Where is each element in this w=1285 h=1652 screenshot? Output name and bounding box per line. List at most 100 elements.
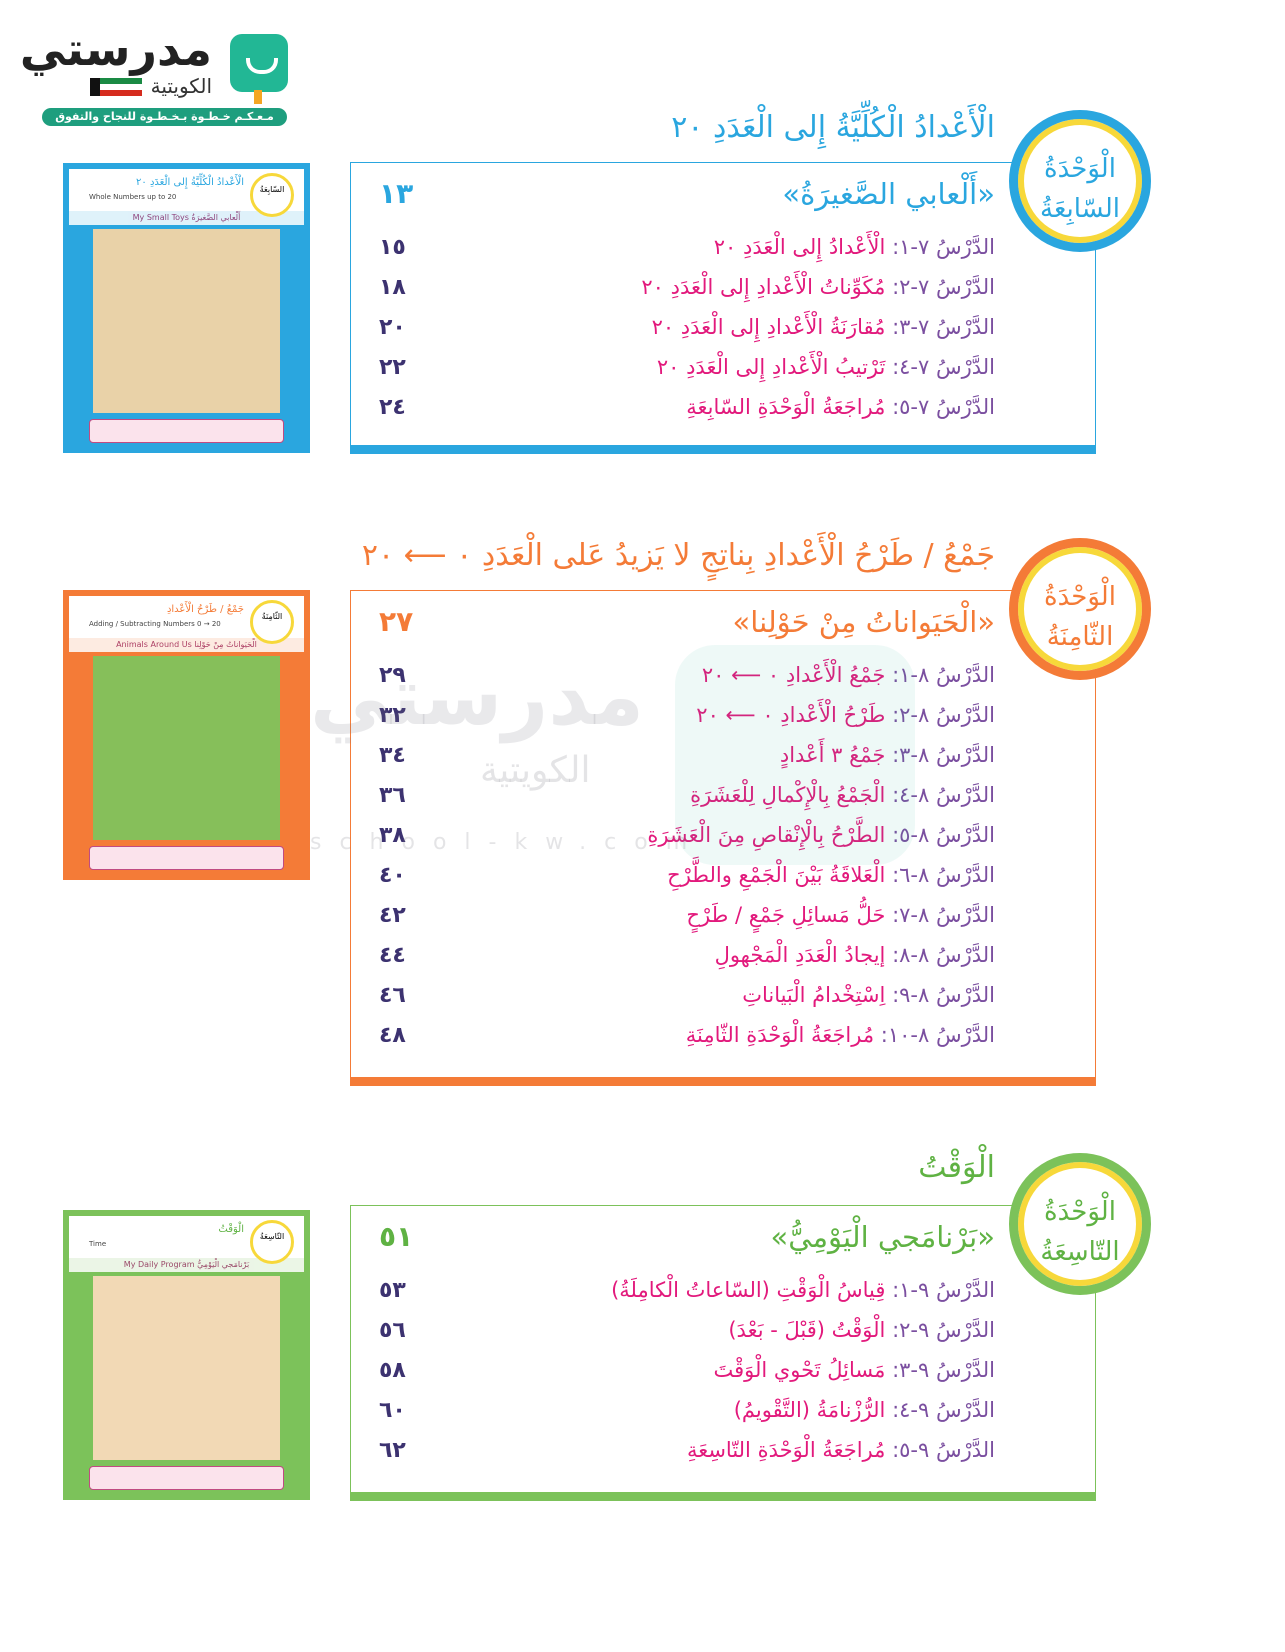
lesson-row: الدَّرْسُ ٩-٣: مَسائِلُ تَحْوي الْوَقْتَ… [379, 1358, 995, 1394]
lesson-label: الدَّرْسُ ٩-٢: الْوَقْتُ (قَبْلَ - بَعْد… [728, 1318, 995, 1342]
unit-badge-text: الْوَحْدَةُ الثّامِنَةُ [1018, 577, 1142, 657]
lesson-title: طَرْحُ الْأَعْدادِ ٠ ⟵ ٢٠ [696, 703, 886, 727]
thumbnail-badge: السّابِعَةُ [250, 173, 294, 217]
lesson-row: الدَّرْسُ ٨-٧: حَلُّ مَسائِلِ جَمْعٍ / ط… [379, 903, 995, 939]
unit-title: الْأَعْدادُ الْكُلِّيَّةُ إِلى الْعَدَدِ… [671, 110, 995, 145]
thumbnail-footer [89, 1466, 284, 1490]
lesson-label: الدَّرْسُ ٨-٤: الْجَمْعُ بِالْإِكْمالِ ل… [690, 783, 995, 807]
lesson-label: الدَّرْسُ ٨-٩: اِسْتِخْدامُ الْبَياناتِ [742, 983, 995, 1007]
lesson-label: الدَّرْسُ ٧-٤: تَرْتيبُ الْأَعْدادِ إِلى… [657, 355, 995, 379]
lesson-label: الدَّرْسُ ٨-٢: طَرْحُ الْأَعْدادِ ٠ ⟵ ٢٠ [696, 703, 995, 727]
unit-badge-line-1: الْوَحْدَةُ [1044, 582, 1116, 612]
thumbnail-english-title: Whole Numbers up to 20 [89, 193, 177, 201]
unit-contents-box: «بَرْنامَجي الْيَوْمِيُّ» ٥١ الدَّرْسُ ٩-١… [350, 1205, 1096, 1501]
unit-badge-text: الْوَحْدَةُ السّابِعَةُ [1018, 149, 1142, 229]
kuwait-flag-icon [90, 78, 142, 96]
lesson-row: الدَّرْسُ ٨-١٠: مُراجَعَةُ الْوَحْدَةِ ا… [379, 1023, 995, 1059]
lesson-label: الدَّرْسُ ٩-٥: مُراجَعَةُ الْوَحْدَةِ ال… [687, 1438, 995, 1462]
lesson-page-number: ٤٤ [379, 943, 406, 968]
lesson-row: الدَّرْسُ ٨-٤: الْجَمْعُ بِالْإِكْمالِ ل… [379, 783, 995, 819]
story-page-number: ٢٧ [379, 605, 414, 638]
lesson-row: الدَّرْسُ ٨-٩: اِسْتِخْدامُ الْبَياناتِ ٤… [379, 983, 995, 1019]
thumbnail-title: جَمْعُ / طَرْحُ الْأَعْدادِ [166, 604, 244, 615]
lesson-row: الدَّرْسُ ٧-٤: تَرْتيبُ الْأَعْدادِ إِلى… [379, 355, 995, 391]
lesson-label: الدَّرْسُ ٨-١: جَمْعُ الْأَعْدادِ ٠ ⟵ ٢٠ [702, 663, 995, 687]
lesson-title: الْعَلاقَةُ بَيْنَ الْجَمْعِ والطَّرْحِ [667, 863, 886, 887]
thumbnail-english-title: Adding / Subtracting Numbers 0 → 20 [89, 620, 221, 628]
story-title: «الْحَيَواناتُ مِنْ حَوْلِنا» [732, 605, 995, 639]
lesson-label: الدَّرْسُ ٨-٧: حَلُّ مَسائِلِ جَمْعٍ / ط… [686, 903, 995, 927]
lesson-row: الدَّرْسُ ٩-٢: الْوَقْتُ (قَبْلَ - بَعْد… [379, 1318, 995, 1354]
thumbnail-story-bar: Animals Around Us الْحَيَواناتُ مِنْ حَو… [69, 638, 304, 652]
lesson-number: الدَّرْسُ ٨-٥: [892, 823, 995, 847]
thumbnail-footer [89, 846, 284, 870]
thumbnail-title: الْأَعْدادُ الْكُلِّيَّةُ إِلى الْعَدَدِ… [136, 177, 244, 188]
lesson-number: الدَّرْسُ ٨-٢: [892, 703, 995, 727]
unit-badge-line-1: الْوَحْدَةُ [1044, 154, 1116, 184]
lesson-title: مُراجَعَةُ الْوَحْدَةِ الثّامِنَةِ [685, 1023, 875, 1047]
lesson-label: الدَّرْسُ ٩-٤: الرُّزْنامَةُ (التَّقْويم… [734, 1398, 995, 1422]
lesson-number: الدَّرْسُ ٨-٣: [892, 743, 995, 767]
lesson-title: الطَّرْحُ بِالْإِنْقاصِ مِنَ الْعَشَرَةِ [647, 823, 886, 847]
lesson-number: الدَّرْسُ ٩-٤: [892, 1398, 995, 1422]
lesson-row: الدَّرْسُ ٧-٥: مُراجَعَةُ الْوَحْدَةِ ال… [379, 395, 995, 431]
unit-contents-box: «الْحَيَواناتُ مِنْ حَوْلِنا» ٢٧ الدَّرْسُ… [350, 590, 1096, 1086]
lesson-number: الدَّرْسُ ٨-٧: [892, 903, 995, 927]
lesson-title: مُراجَعَةُ الْوَحْدَةِ التّاسِعَةِ [686, 1438, 886, 1462]
lesson-row: الدَّرْسُ ٧-٢: مُكَوِّناتُ الْأَعْدادِ إ… [379, 275, 995, 311]
unit-badge-line-2: التّاسِعَةُ [1040, 1237, 1120, 1267]
lesson-label: الدَّرْسُ ٨-٨: إيجادُ الْعَدَدِ الْمَجْه… [715, 943, 995, 967]
unit-cover-thumbnail: الْوَقْتُ Time My Daily Program بَرْنامَجي… [63, 1210, 310, 1500]
lesson-page-number: ٤٦ [379, 983, 406, 1008]
lesson-page-number: ١٨ [379, 275, 406, 300]
lesson-label: الدَّرْسُ ٧-١: الْأَعْدادُ إِلى الْعَدَد… [714, 235, 995, 259]
unit-cover-thumbnail: جَمْعُ / طَرْحُ الْأَعْدادِ Adding / Subt… [63, 590, 310, 880]
lesson-page-number: ٥٨ [379, 1358, 406, 1383]
lesson-page-number: ١٥ [379, 235, 406, 260]
lesson-page-number: ٢٢ [379, 355, 406, 380]
lesson-label: الدَّرْسُ ٩-٣: مَسائِلُ تَحْوي الْوَقْتَ [713, 1358, 995, 1382]
lesson-title: الرُّزْنامَةُ (التَّقْويمُ) [733, 1398, 886, 1422]
lesson-number: الدَّرْسُ ٨-٤: [892, 783, 995, 807]
lesson-title: مُكَوِّناتُ الْأَعْدادِ إِلى الْعَدَدِ ٢… [641, 275, 886, 299]
unit-title: الْوَقْتُ [918, 1150, 995, 1185]
lesson-row: الدَّرْسُ ٨-١: جَمْعُ الْأَعْدادِ ٠ ⟵ ٢٠… [379, 663, 995, 699]
lesson-page-number: ٥٦ [379, 1318, 406, 1343]
story-title: «بَرْنامَجي الْيَوْمِيُّ» [770, 1220, 995, 1254]
logo-mark-icon [230, 34, 288, 92]
bookmark-icon [254, 90, 262, 104]
lesson-number: الدَّرْسُ ٨-١٠: [880, 1023, 995, 1047]
lesson-row: الدَّرْسُ ٨-٢: طَرْحُ الْأَعْدادِ ٠ ⟵ ٢٠… [379, 703, 995, 739]
unit-title: جَمْعُ / طَرْحُ الْأَعْدادِ بِناتِجٍ لا … [361, 538, 995, 573]
unit-badge-text: الْوَحْدَةُ التّاسِعَةُ [1018, 1192, 1142, 1272]
lesson-row: الدَّرْسُ ٨-٨: إيجادُ الْعَدَدِ الْمَجْه… [379, 943, 995, 979]
thumbnail-illustration [93, 1276, 280, 1460]
lesson-title: تَرْتيبُ الْأَعْدادِ إِلى الْعَدَدِ ٢٠ [656, 355, 886, 379]
lesson-title: جَمْعُ ٣ أَعْدادٍ [779, 743, 886, 767]
thumbnail-english-title: Time [89, 1240, 107, 1248]
unit-cover-thumbnail: الْأَعْدادُ الْكُلِّيَّةُ إِلى الْعَدَدِ… [63, 163, 310, 453]
unit-badge-line-2: الثّامِنَةُ [1046, 622, 1114, 652]
lesson-row: الدَّرْسُ ٩-١: قِياسُ الْوَقْتِ (السّاعا… [379, 1278, 995, 1314]
lesson-number: الدَّرْسُ ٩-٣: [892, 1358, 995, 1382]
lesson-row: الدَّرْسُ ٨-٦: الْعَلاقَةُ بَيْنَ الْجَم… [379, 863, 995, 899]
lesson-page-number: ٣٢ [379, 703, 406, 728]
lesson-number: الدَّرْسُ ٧-١: [892, 235, 995, 259]
lesson-page-number: ٦٢ [379, 1438, 406, 1463]
lesson-page-number: ٥٣ [379, 1278, 406, 1303]
lesson-page-number: ٦٠ [379, 1398, 406, 1423]
lesson-number: الدَّرْسُ ٩-١: [892, 1278, 995, 1302]
lesson-title: الْجَمْعُ بِالْإِكْمالِ لِلْعَشَرَةِ [690, 783, 886, 807]
lesson-page-number: ٣٦ [379, 783, 406, 808]
unit-badge: الْوَحْدَةُ الثّامِنَةُ [1009, 538, 1151, 680]
lesson-title: مُقارَنَةُ الْأَعْدادِ إِلى الْعَدَدِ ٢٠ [651, 315, 886, 339]
thumbnail-story-bar: My Small Toys أَلْعابي الصَّغيرَةُ [69, 211, 304, 225]
lesson-number: الدَّرْسُ ٨-٩: [892, 983, 995, 1007]
lesson-number: الدَّرْسُ ٩-٢: [892, 1318, 995, 1342]
lesson-number: الدَّرْسُ ٧-٥: [892, 395, 995, 419]
thumbnail-footer [89, 419, 284, 443]
lesson-label: الدَّرْسُ ٨-٦: الْعَلاقَةُ بَيْنَ الْجَم… [667, 863, 995, 887]
lesson-page-number: ٢٤ [379, 395, 406, 420]
lesson-title: جَمْعُ الْأَعْدادِ ٠ ⟵ ٢٠ [701, 663, 886, 687]
logo-slogan: مـعـكـم خـطـوة بـخـطـوة للنجاح والتفوق [42, 108, 287, 126]
